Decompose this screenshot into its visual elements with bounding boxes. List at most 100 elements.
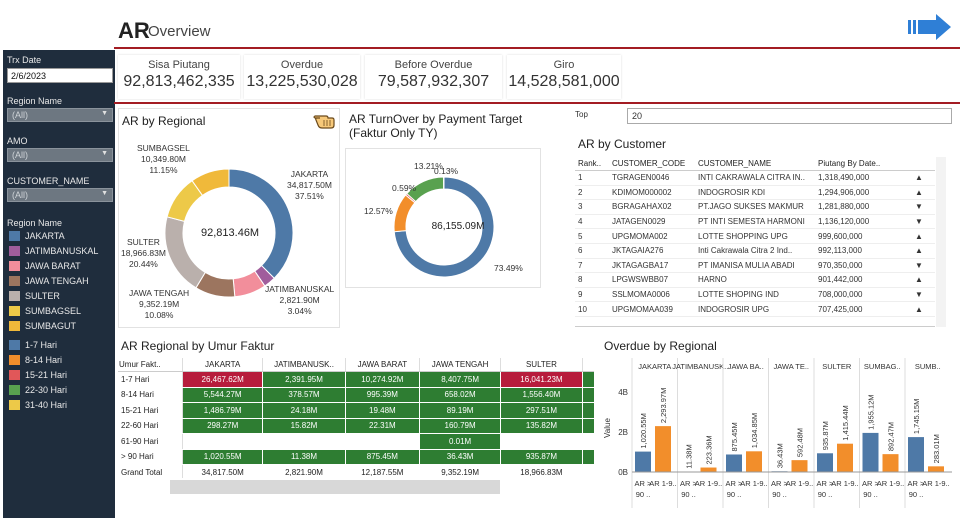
col-region[interactable]: SUMBAGSEL xyxy=(582,358,594,372)
age-legend-item[interactable]: 22-30 Hari xyxy=(9,385,67,395)
heat-cell[interactable]: 15.82M xyxy=(262,418,346,434)
arrow-right-icon[interactable] xyxy=(908,12,952,42)
region-legend-item[interactable]: SUMBAGSEL xyxy=(9,306,81,316)
amo-select[interactable]: (All) ▼ xyxy=(7,148,113,162)
col-region[interactable]: JAKARTA xyxy=(182,358,264,372)
heat-cell[interactable]: 10,349.80M xyxy=(582,464,594,478)
table-row[interactable]: 10 UPGMOMAA039 INDOGROSIR UPG 707,425,000 ▲ xyxy=(575,301,935,317)
table-row[interactable]: 1 TGRAGEN0046 INTI CAKRAWALA CITRA IN.. 1,3… xyxy=(575,170,935,186)
table-row[interactable]: 8 LPGWSWBB07 HARNO 901,442,000 ▲ xyxy=(575,272,935,288)
col-customer-name[interactable]: CUSTOMER_NAME xyxy=(695,157,815,171)
region-legend-item[interactable]: JAWA TENGAH xyxy=(9,276,89,286)
heat-cell[interactable]: 5,544.27M xyxy=(182,387,264,403)
col-region[interactable]: SULTER xyxy=(500,358,583,372)
overdue-bar[interactable] xyxy=(817,453,833,472)
region-legend-item[interactable]: JATIMBANUSKAL xyxy=(9,246,98,256)
heat-cell[interactable]: 26,467.62M xyxy=(182,371,264,388)
region-legend-item[interactable]: JAKARTA xyxy=(9,231,65,241)
col-piutang[interactable]: Piutang By Date.. xyxy=(815,157,903,171)
overdue-bar[interactable] xyxy=(791,460,808,472)
overdue-bar[interactable] xyxy=(908,437,924,472)
heat-cell[interactable]: 22.31M xyxy=(345,418,420,434)
customer-name-select[interactable]: (All) ▼ xyxy=(7,188,113,202)
trx-date-input[interactable]: 2/6/2023 xyxy=(7,68,113,83)
heat-cell[interactable]: 36.43M xyxy=(419,449,502,465)
heat-cell[interactable]: 1,020.55M xyxy=(182,449,264,465)
overdue-bar[interactable] xyxy=(655,426,671,472)
ar-regional-slice[interactable] xyxy=(228,168,294,279)
heat-cell[interactable]: 8,407.75M xyxy=(419,371,502,388)
heat-cell[interactable] xyxy=(500,433,583,450)
heat-cell[interactable]: 135.82M xyxy=(500,418,583,434)
heat-cell[interactable]: 995.39M xyxy=(345,387,420,403)
heat-cell[interactable] xyxy=(262,433,346,450)
age-legend-item[interactable]: 15-21 Hari xyxy=(9,370,67,380)
overdue-bar[interactable] xyxy=(726,454,742,472)
overdue-bar[interactable] xyxy=(700,467,717,472)
top-n-input[interactable]: 20 xyxy=(627,108,952,124)
table-row[interactable]: 4 JATAGEN0029 PT INTI SEMESTA HARMONI 1,136… xyxy=(575,214,935,230)
heat-cell[interactable]: 11.38M xyxy=(262,449,346,465)
hand-pointer-icon[interactable] xyxy=(312,108,338,130)
col-region[interactable]: JAWA TENGAH xyxy=(419,358,502,372)
heat-cell[interactable]: 2,391.95M xyxy=(262,371,346,388)
overdue-bar[interactable] xyxy=(746,451,762,472)
overdue-bar[interactable] xyxy=(837,443,853,472)
age-legend-item[interactable]: 1-7 Hari xyxy=(9,340,57,350)
heat-cell[interactable]: 297.51M xyxy=(500,402,583,419)
heat-cell[interactable]: 16,041.23M xyxy=(500,371,583,388)
col-customer-code[interactable]: CUSTOMER_CODE xyxy=(609,157,695,171)
heat-cell[interactable]: 1,745.15M xyxy=(582,449,594,465)
col-rank[interactable]: Rank.. xyxy=(575,157,609,171)
region-legend-item[interactable]: SULTER xyxy=(9,291,60,301)
overdue-bar[interactable] xyxy=(928,466,944,472)
heat-cell[interactable]: 24.18M xyxy=(262,402,346,419)
heat-cell[interactable]: 1,486.79M xyxy=(182,402,264,419)
table-row[interactable]: 5 UPGMOMA002 LOTTE SHOPPING UPG 999,600,000… xyxy=(575,228,935,244)
heat-cell[interactable] xyxy=(182,433,264,450)
heat-cell[interactable]: 378.57M xyxy=(262,387,346,403)
umur-table-hscrollbar[interactable] xyxy=(170,480,500,494)
heat-cell[interactable]: 935.87M xyxy=(500,449,583,465)
heat-cell[interactable] xyxy=(345,433,420,450)
overdue-bar[interactable] xyxy=(635,451,651,472)
turnover-slice[interactable] xyxy=(393,176,495,278)
overdue-bar[interactable] xyxy=(882,454,899,472)
table-row[interactable]: 3 BGRAGAHAX02 PT.JAGO SUKSES MAKMUR 1,281,8… xyxy=(575,199,935,215)
customer-table-scrollbar[interactable] xyxy=(936,157,946,327)
table-row[interactable]: 6 JKTAGAIA276 Inti Cakrawala Citra 2 Ind..… xyxy=(575,243,935,259)
region-legend-item[interactable]: JAWA BARAT xyxy=(9,261,81,271)
heat-cell[interactable]: 18,966.83M xyxy=(500,464,583,478)
heat-cell[interactable]: 160.79M xyxy=(419,418,502,434)
heat-cell[interactable]: 1,556.40M xyxy=(500,387,583,403)
heat-cell[interactable]: 10,274.92M xyxy=(345,371,420,388)
region-legend-item[interactable]: SUMBAGUT xyxy=(9,321,76,331)
heat-cell[interactable]: 6,803.69M xyxy=(582,371,594,388)
heat-cell[interactable]: 15.42M xyxy=(582,418,594,434)
age-legend-item[interactable]: 8-14 Hari xyxy=(9,355,62,365)
heat-cell[interactable]: 34,817.50M xyxy=(182,464,264,478)
col-region[interactable]: JATIMBANUSK.. xyxy=(262,358,346,372)
heat-cell[interactable]: 298.27M xyxy=(182,418,264,434)
heat-cell[interactable]: 89.19M xyxy=(419,402,502,419)
col-umur-faktur[interactable]: Umur Fakt.. xyxy=(118,358,184,372)
table-row[interactable]: 2 KDIMOM000002 INDOGROSIR KDI 1,294,906,000… xyxy=(575,185,935,201)
heat-cell[interactable]: 658.02M xyxy=(419,387,502,403)
heat-cell[interactable]: 1,358.85M xyxy=(582,387,594,403)
overdue-bar[interactable] xyxy=(862,432,879,472)
heat-cell[interactable]: 0.01M xyxy=(419,433,502,450)
table-row[interactable]: 9 SSLMOMA0006 LOTTE SHOPING IND 708,000,000… xyxy=(575,287,935,303)
heat-cell[interactable]: 875.45M xyxy=(345,449,420,465)
table-row[interactable]: 7 JKTAGAGBA17 PT IMANISA MULIA ABADI 970,35… xyxy=(575,258,935,274)
heat-cell[interactable]: 19.48M xyxy=(345,402,420,419)
heat-cell[interactable]: 9,352.19M xyxy=(419,464,502,478)
age-legend-item[interactable]: 31-40 Hari xyxy=(9,400,67,410)
region-name-select[interactable]: (All) ▼ xyxy=(7,108,113,122)
heat-cell[interactable]: 2,821.90M xyxy=(262,464,346,478)
heat-cell[interactable] xyxy=(582,433,594,450)
ar-regional-slice[interactable] xyxy=(164,216,206,289)
col-region[interactable]: JAWA BARAT xyxy=(345,358,420,372)
ar-regional-slice[interactable] xyxy=(191,168,230,197)
heat-cell[interactable]: 216.72M xyxy=(582,402,594,419)
heat-cell[interactable]: 12,187.55M xyxy=(345,464,420,478)
